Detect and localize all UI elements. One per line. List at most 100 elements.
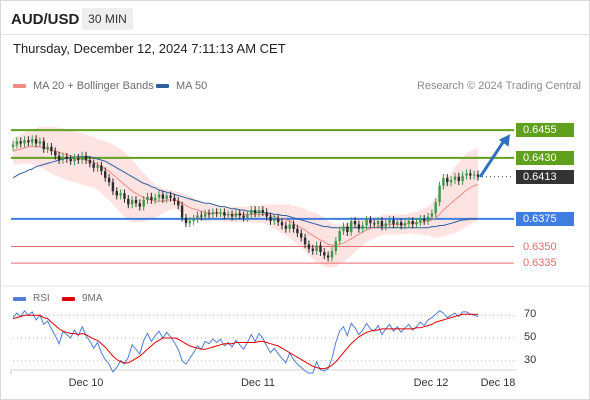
legend-ma20: MA 20 + Bollinger Bands <box>13 80 154 92</box>
candle-body <box>265 212 268 217</box>
candle-body <box>246 214 249 218</box>
candle-body <box>365 219 368 226</box>
candle-body <box>19 141 22 144</box>
candle-body <box>123 193 126 199</box>
rsi-tick-label: 50 <box>524 331 537 343</box>
rsi-ma-swatch <box>62 296 75 301</box>
candle-body <box>150 196 153 200</box>
candle-body <box>430 213 434 217</box>
candle-body <box>342 226 345 231</box>
x-tick-label: Dec 11 <box>240 377 276 389</box>
candle-body <box>446 177 449 183</box>
candle-body <box>192 218 195 221</box>
forecast-arrow-head <box>498 134 510 147</box>
candle-body <box>211 212 215 215</box>
rsi-tick-label: 70 <box>524 308 537 321</box>
ma50-legend-label: MA 50 <box>176 80 208 92</box>
candle-body <box>104 171 107 178</box>
candle-body <box>165 195 168 199</box>
candle-body <box>453 176 457 180</box>
candle-body <box>257 210 261 214</box>
candle-body <box>396 222 399 225</box>
candle-body <box>250 210 253 215</box>
candle-body <box>54 151 57 156</box>
candle-body <box>292 224 295 229</box>
candle-body <box>46 146 49 149</box>
candle-body <box>238 213 241 216</box>
candle-body <box>223 212 226 216</box>
candle-body <box>380 221 384 227</box>
candle-body <box>261 210 264 213</box>
candle-body <box>173 197 176 202</box>
candle-body <box>219 212 222 214</box>
datetime-stamp: Thursday, December 12, 2024 7:11:13 AM C… <box>13 41 286 56</box>
candle-body <box>127 198 130 205</box>
candle-body <box>184 217 188 224</box>
candle-body <box>326 255 330 258</box>
candle-body <box>323 252 326 256</box>
timeframe-button[interactable]: 30 MIN <box>82 8 133 30</box>
candle-body <box>169 195 172 198</box>
legend-ma50: MA 50 <box>156 80 207 92</box>
candle-body <box>242 215 245 218</box>
rsi-line <box>12 309 479 374</box>
x-tick-label: Dec 10 <box>68 377 104 389</box>
candle-body <box>353 221 357 225</box>
candle-body <box>11 144 15 147</box>
candle-body <box>92 163 95 168</box>
candle-body <box>423 218 426 221</box>
legend-rsi: RSI <box>13 293 50 304</box>
candle-body <box>253 210 257 214</box>
candle-body <box>100 165 103 172</box>
candle-body <box>303 237 307 245</box>
candle-body <box>177 201 180 206</box>
level-label-0.6335: 0.6335 <box>523 257 557 270</box>
candle-body <box>400 222 403 226</box>
candle-body <box>273 218 276 221</box>
candle-body <box>107 177 111 183</box>
candle-body <box>84 155 88 161</box>
candle-body <box>157 194 161 198</box>
candle-body <box>200 215 203 217</box>
candle-body <box>69 159 72 162</box>
candle-body <box>23 140 26 144</box>
candle-body <box>476 174 480 177</box>
candle-body <box>369 219 372 224</box>
candle-body <box>457 176 460 182</box>
candle-body <box>338 231 341 241</box>
candle-body <box>300 233 303 238</box>
candle-body <box>65 156 68 159</box>
level-label-0.6375: 0.6375 <box>516 211 574 226</box>
candle-body <box>288 224 291 229</box>
candle-body <box>119 193 122 196</box>
candle-body <box>31 139 34 143</box>
candle-body <box>227 214 230 216</box>
candle-body <box>115 191 118 196</box>
candle-body <box>280 222 284 226</box>
candle-body <box>81 155 84 161</box>
candle-body <box>465 173 468 176</box>
candle-body <box>215 212 218 214</box>
candle-body <box>315 245 318 251</box>
candle-body <box>415 222 418 225</box>
candle-body <box>434 202 437 214</box>
ma20-legend-label: MA 20 + Bollinger Bands <box>33 80 154 92</box>
candle-body <box>38 141 42 144</box>
candle-body <box>373 223 376 225</box>
candle-body <box>88 160 92 164</box>
candle-body <box>134 200 138 204</box>
candle-body <box>473 174 476 176</box>
rsi-tick-label: 30 <box>524 353 537 366</box>
header-divider <box>0 34 590 35</box>
candle-body <box>403 223 407 226</box>
candle-body <box>419 218 422 223</box>
candle-body <box>138 203 141 207</box>
candle-body <box>319 245 322 252</box>
level-label-0.6455: 0.6455 <box>516 123 574 138</box>
symbol-title: AUD/USD <box>11 11 80 28</box>
candle-body <box>161 194 165 199</box>
candle-body <box>384 223 387 227</box>
candle-body <box>438 185 441 203</box>
candle-body <box>142 200 145 207</box>
